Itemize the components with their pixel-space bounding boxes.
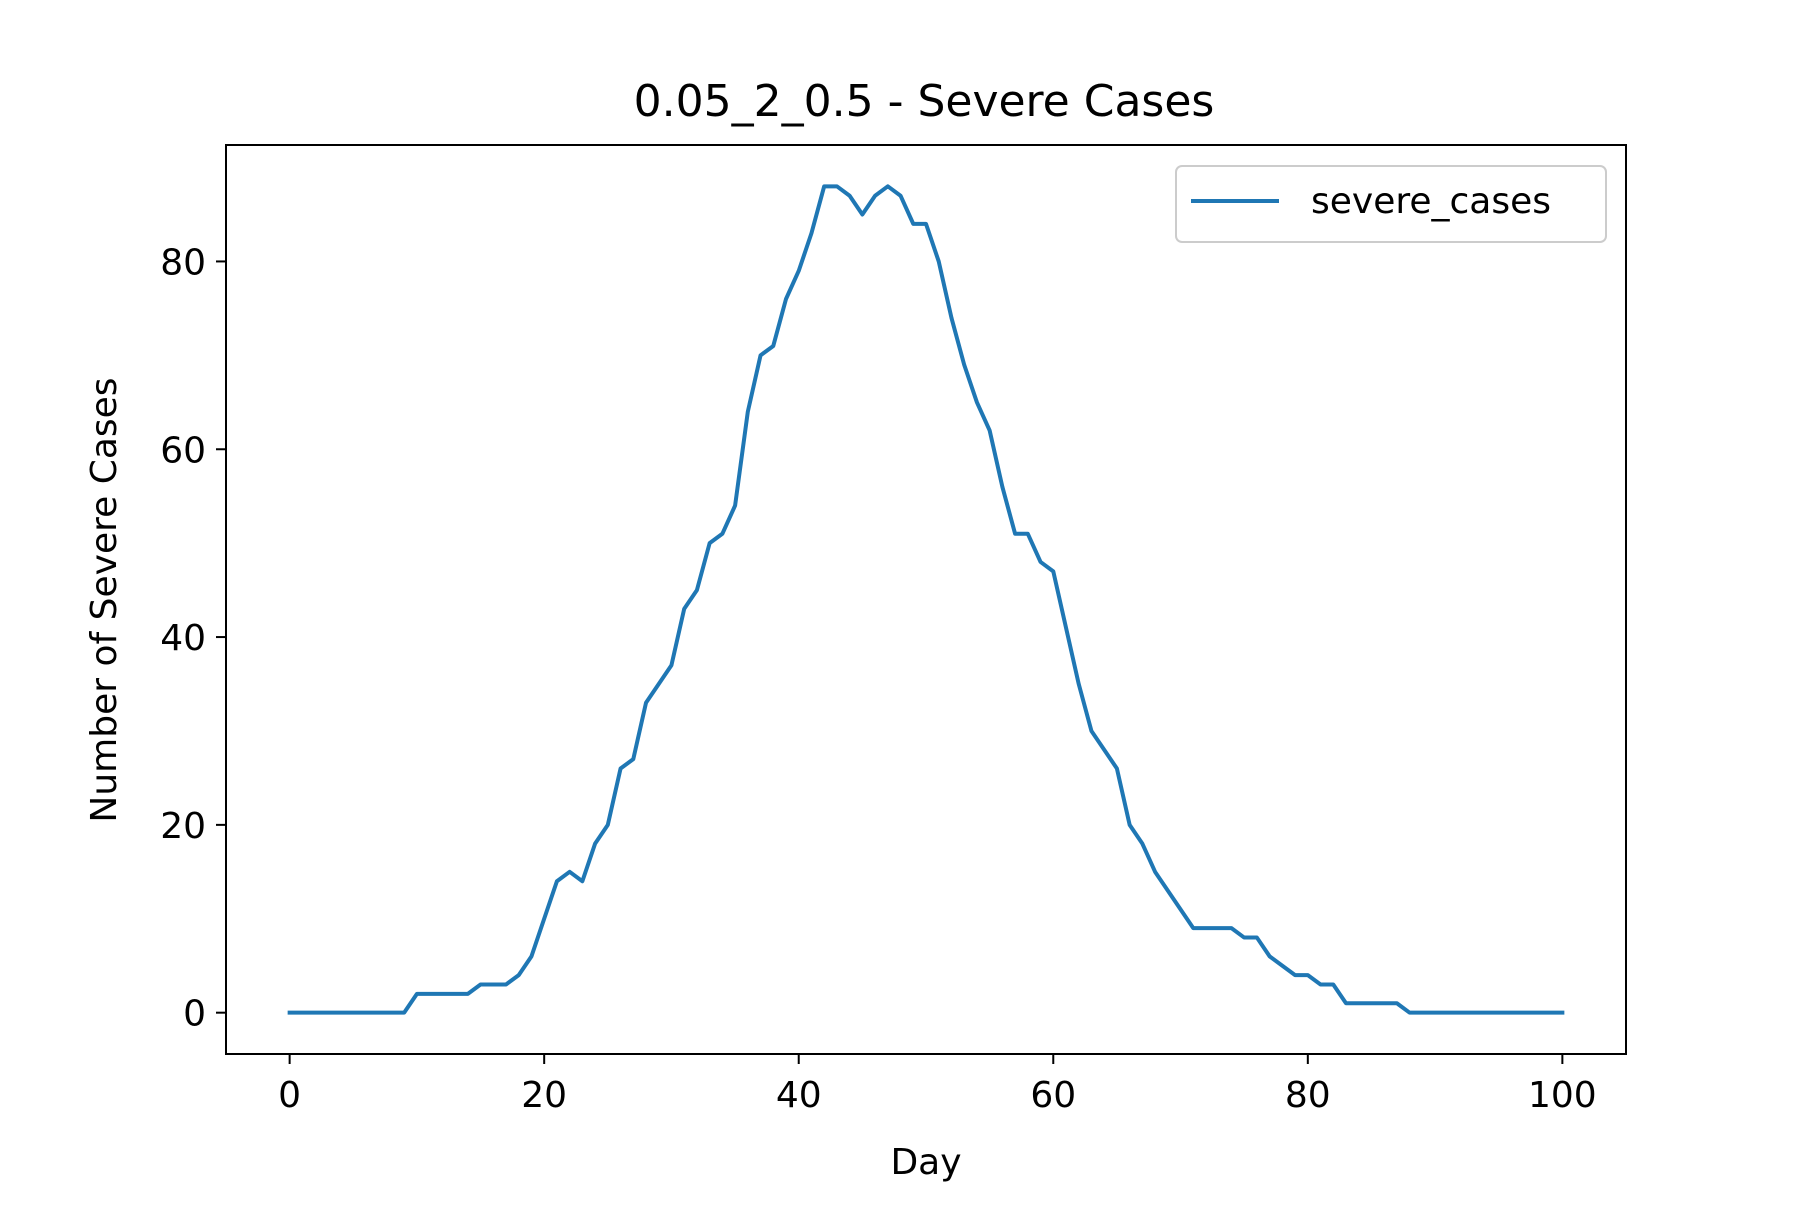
x-tick-label: 60 [1030, 1075, 1076, 1116]
legend-box [1175, 165, 1607, 243]
plot-area [225, 144, 1627, 1055]
x-tick-label: 100 [1528, 1075, 1597, 1116]
x-tick-label: 40 [776, 1075, 822, 1116]
y-tick-label: 20 [160, 806, 206, 847]
y-axis-ticks: 0 20 40 60 80 [160, 242, 226, 1035]
y-tick-label: 80 [160, 242, 206, 283]
y-tick-label: 40 [160, 618, 206, 659]
series-line-severe-cases [287, 184, 1565, 1015]
x-axis-label: Day [890, 1142, 961, 1183]
legend-label-severe-cases: severe_cases [1311, 181, 1551, 222]
plot-frame [225, 144, 1627, 1055]
x-tick-label: 80 [1285, 1075, 1331, 1116]
chart-title: 0.05_2_0.5 - Severe Cases [634, 76, 1215, 127]
y-tick-label: 60 [160, 430, 206, 471]
y-tick-label: 0 [183, 994, 206, 1035]
x-tick-label: 0 [278, 1075, 301, 1116]
x-tick-label: 20 [521, 1075, 567, 1116]
legend: severe_cases [1175, 165, 1607, 243]
y-axis-label: Number of Severe Cases [84, 377, 125, 822]
x-axis-ticks: 0 20 40 60 80 100 [278, 1054, 1597, 1116]
